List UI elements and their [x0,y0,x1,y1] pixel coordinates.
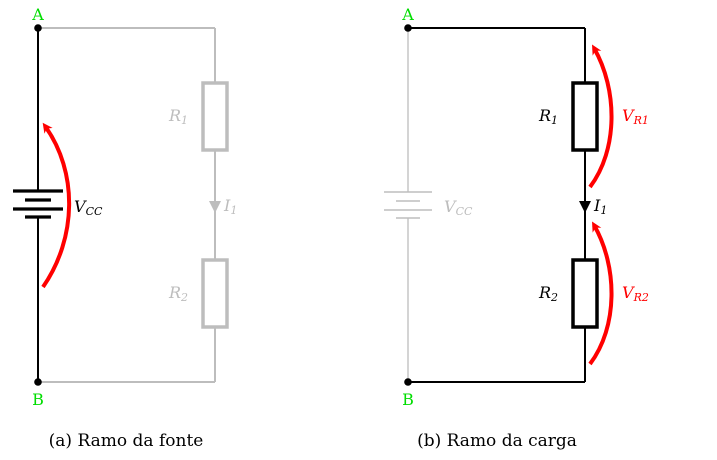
vcc-label: VCC [74,197,103,218]
r2-label: R2 [538,283,558,304]
node-a-dot [34,24,42,32]
i1-label: I1 [593,196,607,217]
panel-a: A B VCC R1 R2 I1 (a) Ramo da fonte [13,5,237,451]
node-a-label: A [401,5,414,24]
node-a-label: A [31,5,44,24]
panel-b: A B VCC R1 R2 I1 VR1 VR2 (b) Ramo da car… [384,5,649,451]
caption-a: (a) Ramo da fonte [49,431,204,451]
current-arrow [579,201,591,213]
vr1-label: VR1 [622,106,649,127]
vr2-label: VR2 [622,283,649,304]
node-b-label: B [402,390,414,409]
resistor-r2 [571,258,599,329]
vcc-voltage-arrow [41,122,72,289]
load-branch-inactive [38,27,216,383]
node-a-dot [404,24,412,32]
vr1-voltage-arrow [588,44,614,189]
i1-label: I1 [223,196,237,217]
r2-label: R2 [168,283,188,304]
vcc-label: VCC [444,197,473,218]
node-b-label: B [32,390,44,409]
caption-b: (b) Ramo da carga [417,431,577,451]
current-arrow [209,201,221,213]
r1-label: R1 [538,106,558,127]
node-b-dot [34,378,42,386]
resistor-r1 [201,81,229,152]
battery-symbol [13,189,63,219]
load-branch-active [408,27,586,383]
resistor-r1 [571,81,599,152]
resistor-r2 [201,258,229,329]
node-b-dot [404,378,412,386]
battery-symbol-inactive [384,191,432,219]
vr2-voltage-arrow [588,221,614,366]
r1-label: R1 [168,106,188,127]
